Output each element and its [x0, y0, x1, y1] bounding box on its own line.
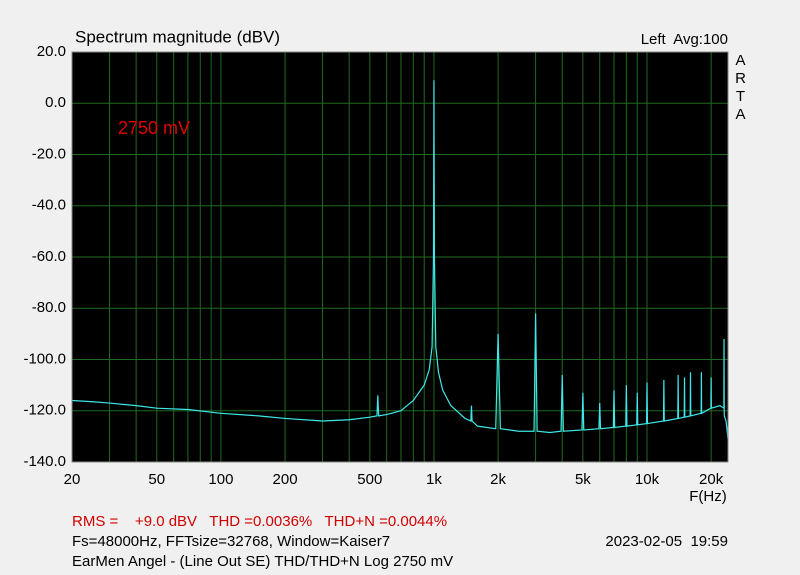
stats: RMS = +9.0 dBV THD =0.0036% THD+N =0.004… — [72, 513, 447, 530]
y-tick-label: -40.0 — [32, 197, 66, 214]
x-tick-label: 200 — [273, 471, 298, 488]
timestamp: 2023-02-05 19:59 — [605, 533, 728, 550]
x-tick-label: 1k — [426, 471, 442, 488]
x-tick-label: 100 — [208, 471, 233, 488]
channel-info: Left Avg:100 — [641, 31, 728, 48]
spectrum-line — [71, 80, 729, 440]
x-tick-label: 20 — [64, 471, 81, 488]
x-tick-label: 20k — [699, 471, 724, 488]
y-tick-label: -120.0 — [23, 402, 66, 419]
x-tick-label: 10k — [635, 471, 660, 488]
settings: Fs=48000Hz, FFTsize=32768, Window=Kaiser… — [72, 533, 390, 550]
y-tick-label: -60.0 — [32, 248, 66, 265]
x-tick-label: 50 — [148, 471, 165, 488]
annotation: 2750 mV — [118, 118, 190, 138]
y-tick-label: 20.0 — [37, 43, 66, 60]
y-tick-label: -140.0 — [23, 453, 66, 470]
x-tick-label: 2k — [490, 471, 506, 488]
description: EarMen Angel - (Line Out SE) THD/THD+N L… — [72, 553, 453, 570]
plot-border — [71, 51, 729, 463]
x-axis-label: F(Hz) — [689, 488, 727, 505]
y-tick-label: -100.0 — [23, 350, 66, 367]
x-tick-label: 5k — [575, 471, 591, 488]
y-tick-label: 0.0 — [45, 94, 66, 111]
chart-title: Spectrum magnitude (dBV) — [75, 27, 280, 46]
y-tick-label: -80.0 — [32, 299, 66, 316]
x-tick-label: 500 — [357, 471, 382, 488]
y-tick-label: -20.0 — [32, 145, 66, 162]
brand: ARTA — [732, 52, 749, 124]
